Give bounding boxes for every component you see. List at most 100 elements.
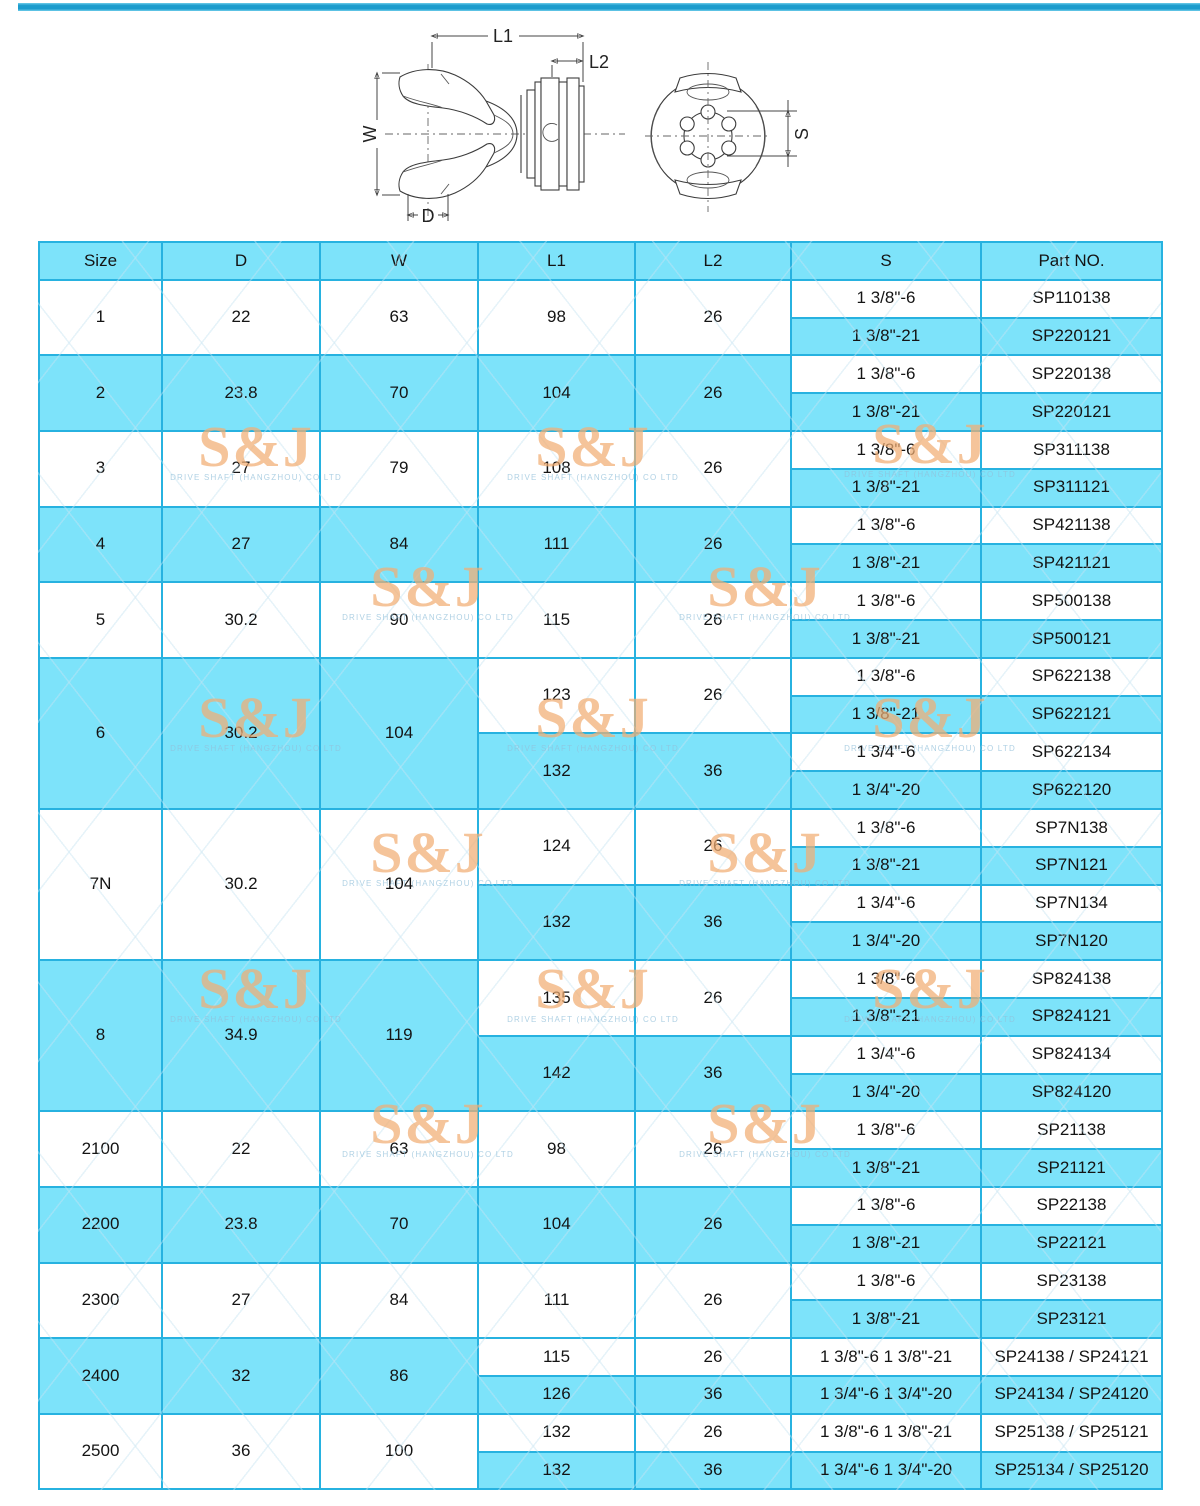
cell-part: SP622134	[980, 732, 1163, 773]
endview-arc	[755, 105, 765, 167]
column-header-s: S	[790, 241, 982, 281]
cell-size: 2200	[38, 1185, 163, 1264]
cell-w: 104	[319, 656, 479, 810]
cell-part: SP824121	[980, 996, 1163, 1037]
cell-s: 1 3/8"-6	[790, 959, 982, 999]
cell-s: 1 3/8"-21	[790, 694, 982, 735]
dim-label-d: D	[422, 206, 435, 226]
cell-s: 1 3/8"-21	[790, 316, 982, 357]
cell-l1: 142	[477, 1034, 636, 1113]
cell-l1: 132	[477, 883, 636, 962]
cell-l1: 98	[477, 1110, 636, 1188]
cell-part: SP622138	[980, 656, 1163, 697]
cell-s: 1 3/8"-6 1 3/8"-21	[790, 1337, 982, 1377]
cell-s: 1 3/8"-6	[790, 354, 982, 395]
table-row: 1 3/8"-21 SP500121	[39, 618, 1163, 659]
prong-notch	[440, 73, 450, 85]
cell-d: 22	[161, 1110, 321, 1188]
yoke-throat-inner	[493, 114, 514, 154]
cell-part: SP7N120	[980, 921, 1163, 962]
cell-w: 86	[319, 1337, 479, 1415]
table-row: 8 34.9 119 135 26 1 3/8"-6 SP824138	[38, 959, 1163, 1113]
table-row: 142 36 1 3/4"-6 SP824134	[39, 1034, 1163, 1113]
table-row: 1 3/4"-20 SP7N120	[39, 921, 1163, 962]
cell-w: 90	[319, 581, 479, 659]
cell-part: SP24134 / SP24120	[980, 1374, 1163, 1415]
table-row: 6 30.2 104 123 26 1 3/8"-6 SP622138	[38, 656, 1163, 810]
cell-d: 34.9	[161, 959, 321, 1113]
hub-ring	[578, 85, 585, 183]
dim-label-l1: L1	[493, 26, 513, 46]
table-row: 5 30.2 90 115 26 1 3/8"-6 SP500138	[38, 581, 1163, 659]
cell-s: 1 3/8"-21	[790, 392, 982, 432]
dim-label-s: S	[792, 128, 812, 140]
cell-s: 1 3/8"-6	[790, 1110, 982, 1151]
top-accent-bar	[18, 3, 1200, 11]
yoke-top-prong	[398, 69, 496, 125]
cell-part: SP25138 / SP25121	[980, 1412, 1163, 1453]
cell-s: 1 3/8"-6	[790, 278, 982, 319]
cell-size: 5	[38, 581, 163, 659]
cell-size: 7N	[38, 807, 163, 962]
cell-part: SP500121	[980, 618, 1163, 659]
spline-lobe	[721, 140, 737, 156]
cell-w: 119	[319, 959, 479, 1113]
table-row: 1 3/8"-21 SP311121	[39, 467, 1163, 508]
cell-l1: 126	[477, 1374, 636, 1415]
cell-l2: 26	[634, 505, 792, 584]
table-row: 1 3/8"-21 SP220121	[39, 392, 1163, 432]
cell-d: 23.8	[161, 1185, 321, 1264]
cell-l2: 26	[634, 656, 792, 735]
table-row: 1 3/8"-21 SP7N121	[39, 845, 1163, 886]
cell-l1: 98	[477, 278, 636, 357]
cell-l1: 104	[477, 1185, 636, 1264]
cell-size: 4	[38, 505, 163, 584]
table-row: 1 3/4"-20 SP824120	[39, 1072, 1163, 1113]
cell-size: 2	[38, 354, 163, 432]
cell-s: 1 3/8"-21	[790, 845, 982, 886]
cell-w: 84	[319, 505, 479, 584]
cell-part: SP824134	[980, 1034, 1163, 1075]
cell-s: 1 3/4"-20	[790, 1072, 982, 1113]
cell-part: SP22138	[980, 1185, 1163, 1226]
column-header-l2: L2	[634, 241, 792, 281]
cell-d: 27	[161, 429, 321, 508]
cell-part: SP421121	[980, 543, 1163, 584]
cell-part: SP110138	[980, 278, 1163, 319]
cell-d: 30.2	[161, 807, 321, 962]
cell-s: 1 3/8"-21	[790, 618, 982, 659]
cell-part: SP7N138	[980, 807, 1163, 848]
table-row: 132 36 1 3/4"-6 1 3/4"-20 SP25134 / SP25120	[39, 1450, 1163, 1491]
cell-size: 2300	[38, 1261, 163, 1340]
cell-d: 36	[161, 1412, 321, 1491]
cell-part: SP7N134	[980, 883, 1163, 924]
cell-w: 63	[319, 1110, 479, 1188]
cell-part: SP24138 / SP24121	[980, 1337, 1163, 1377]
cell-l2: 26	[634, 1185, 792, 1264]
table-row: 126 36 1 3/4"-6 1 3/4"-20 SP24134 / SP24120	[39, 1374, 1163, 1415]
table-row: 1 3/8"-21 SP23121	[39, 1299, 1163, 1340]
hub-clip-detail	[542, 122, 559, 142]
cell-part: SP220138	[980, 354, 1163, 395]
cell-l2: 26	[634, 807, 792, 886]
cell-part: SP23138	[980, 1261, 1163, 1302]
cell-s: 1 3/8"-21	[790, 1223, 982, 1264]
cell-d: 30.2	[161, 581, 321, 659]
spline-lobe	[721, 116, 737, 132]
cell-l2: 36	[634, 1374, 792, 1415]
cell-part: SP7N121	[980, 845, 1163, 886]
cell-l1: 111	[477, 1261, 636, 1340]
hub-ring	[566, 77, 580, 191]
hub-ring	[540, 77, 560, 191]
cell-w: 63	[319, 278, 479, 357]
table-row: 2500 36 100 132 26 1 3/8"-6 1 3/8"-21 SP25138 …	[38, 1412, 1163, 1491]
cell-s: 1 3/8"-21	[790, 543, 982, 584]
cell-size: 2100	[38, 1110, 163, 1188]
cell-part: SP22121	[980, 1223, 1163, 1264]
cell-s: 1 3/8"-21	[790, 467, 982, 508]
table-row: 1 3/8"-21 SP824121	[39, 996, 1163, 1037]
cell-l2: 26	[634, 1261, 792, 1340]
column-header-size: Size	[38, 241, 163, 281]
cell-l2: 36	[634, 1034, 792, 1113]
cell-l2: 36	[634, 1450, 792, 1491]
